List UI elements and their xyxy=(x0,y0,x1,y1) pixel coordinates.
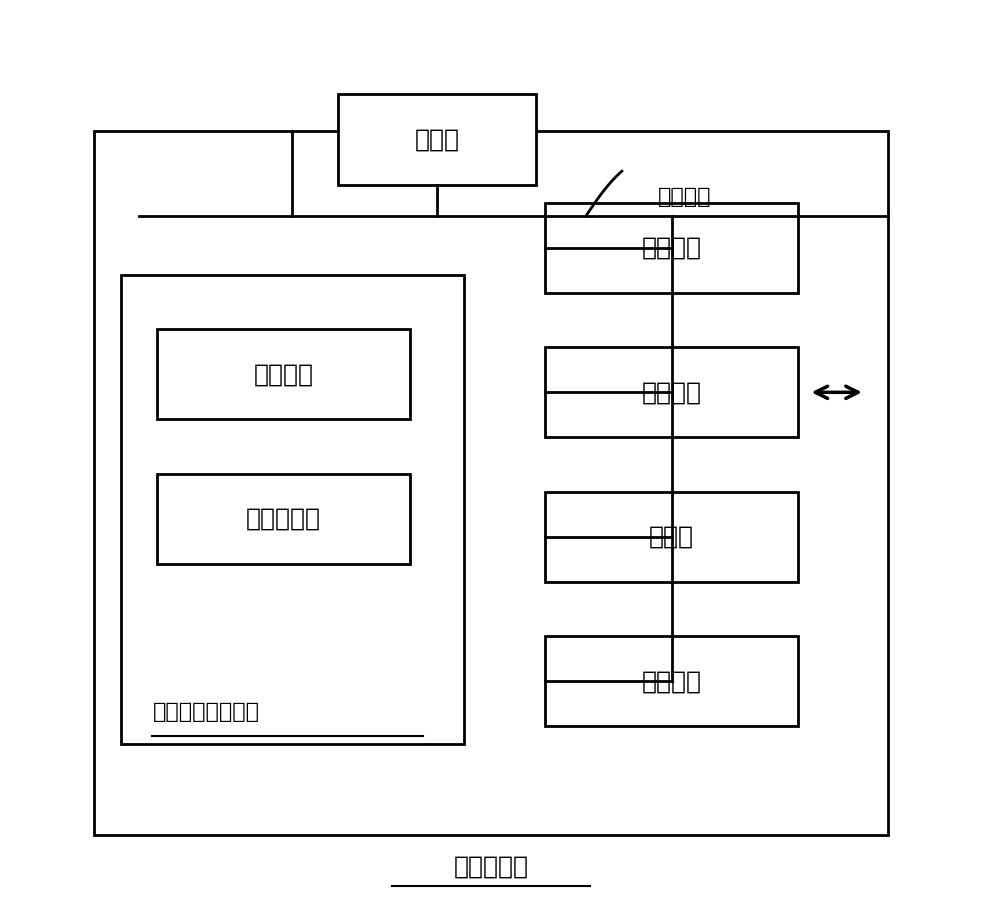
Text: 计算机设备: 计算机设备 xyxy=(453,855,528,878)
Text: 操作系统: 操作系统 xyxy=(253,363,313,386)
FancyBboxPatch shape xyxy=(338,95,536,185)
Text: 输入装置: 输入装置 xyxy=(642,670,702,693)
Text: 网络接口: 网络接口 xyxy=(642,380,702,404)
Text: 内存储器: 内存储器 xyxy=(642,236,702,260)
FancyBboxPatch shape xyxy=(121,275,464,744)
FancyBboxPatch shape xyxy=(157,474,410,564)
Text: 非易失性存储介质: 非易失性存储介质 xyxy=(152,701,259,722)
Text: 计算机程序: 计算机程序 xyxy=(246,507,321,531)
Text: 显示屏: 显示屏 xyxy=(649,525,694,548)
FancyBboxPatch shape xyxy=(545,203,798,293)
FancyBboxPatch shape xyxy=(545,636,798,726)
FancyBboxPatch shape xyxy=(157,329,410,419)
FancyBboxPatch shape xyxy=(94,130,888,834)
FancyBboxPatch shape xyxy=(545,492,798,582)
Text: 系统总线: 系统总线 xyxy=(658,188,711,208)
FancyBboxPatch shape xyxy=(545,347,798,437)
Text: 处理器: 处理器 xyxy=(414,128,459,151)
